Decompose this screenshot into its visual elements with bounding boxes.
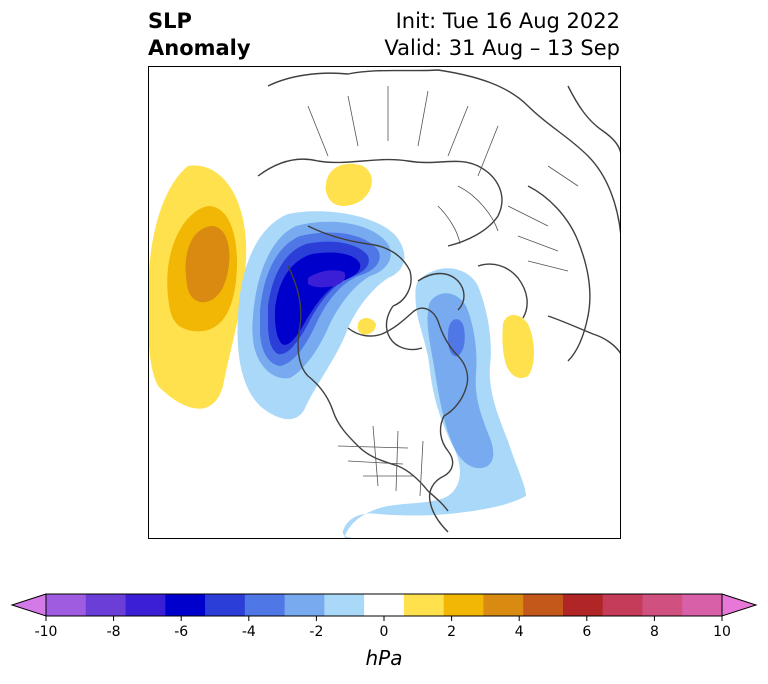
colorbar-tick-label: 6 <box>582 624 591 640</box>
arctic-high-anomaly <box>357 318 376 335</box>
colorbar-cell <box>364 594 405 616</box>
colorbar-cell <box>403 594 445 616</box>
title-left: SLP Anomaly <box>148 8 251 62</box>
colorbar-cell <box>682 594 723 616</box>
colorbar-unit-label: hPa <box>365 646 403 670</box>
pacific-low-anomaly <box>237 211 405 420</box>
colorbar-tick-label: 2 <box>447 624 456 640</box>
map-frame <box>148 66 621 539</box>
colorbar-extend-low <box>10 593 47 617</box>
colorbar-cell <box>562 594 604 616</box>
title-right: Init: Tue 16 Aug 2022 Valid: 31 Aug – 13… <box>384 8 620 62</box>
colorbar-cell <box>165 594 206 616</box>
colorbar-cell <box>85 594 127 616</box>
title-field-type: Anomaly <box>148 36 251 60</box>
atlantic-high-anomaly <box>502 315 534 379</box>
colorbar-extend-high <box>721 593 758 617</box>
colorbar-tick-label: 0 <box>380 624 389 640</box>
colorbar-tick-label: 4 <box>515 624 524 640</box>
anomaly-map <box>148 66 621 539</box>
colorbar-tick-label: 8 <box>650 624 659 640</box>
valid-range: Valid: 31 Aug – 13 Sep <box>384 36 620 60</box>
colorbar-cell <box>125 594 166 616</box>
borders <box>307 86 579 497</box>
siberia-high-anomaly <box>325 163 372 206</box>
colorbar-cell <box>205 594 246 616</box>
pacific-high-anomaly <box>148 165 247 409</box>
title-field-name: SLP <box>148 9 192 33</box>
colorbar-cell <box>324 594 365 616</box>
colorbar: -10 -8 -6 -4 -2 0 2 4 6 8 10 <box>10 593 758 640</box>
colorbar-tick-label: -2 <box>309 624 323 640</box>
colorbar-cell <box>602 594 643 616</box>
colorbar-tick-label: -6 <box>174 624 188 640</box>
colorbar-tick-label: -4 <box>242 624 256 640</box>
colorbar-tick-label: -8 <box>107 624 121 640</box>
init-date: Init: Tue 16 Aug 2022 <box>395 9 620 33</box>
colorbar-cell <box>284 594 325 616</box>
colorbar-cell <box>46 594 87 616</box>
colorbar-cell <box>523 594 564 616</box>
colorbar-cell <box>443 594 484 616</box>
colorbar-tick-label: -10 <box>35 624 58 640</box>
colorbar-ticks: -10 -8 -6 -4 -2 0 2 4 6 8 10 <box>35 616 731 640</box>
colorbar-tick-label: 10 <box>713 624 731 640</box>
colorbar-cells <box>10 593 758 617</box>
colorbar-cell <box>483 594 524 616</box>
colorbar-cell <box>642 594 683 616</box>
colorbar-cell <box>244 594 286 616</box>
coastlines <box>257 69 621 533</box>
